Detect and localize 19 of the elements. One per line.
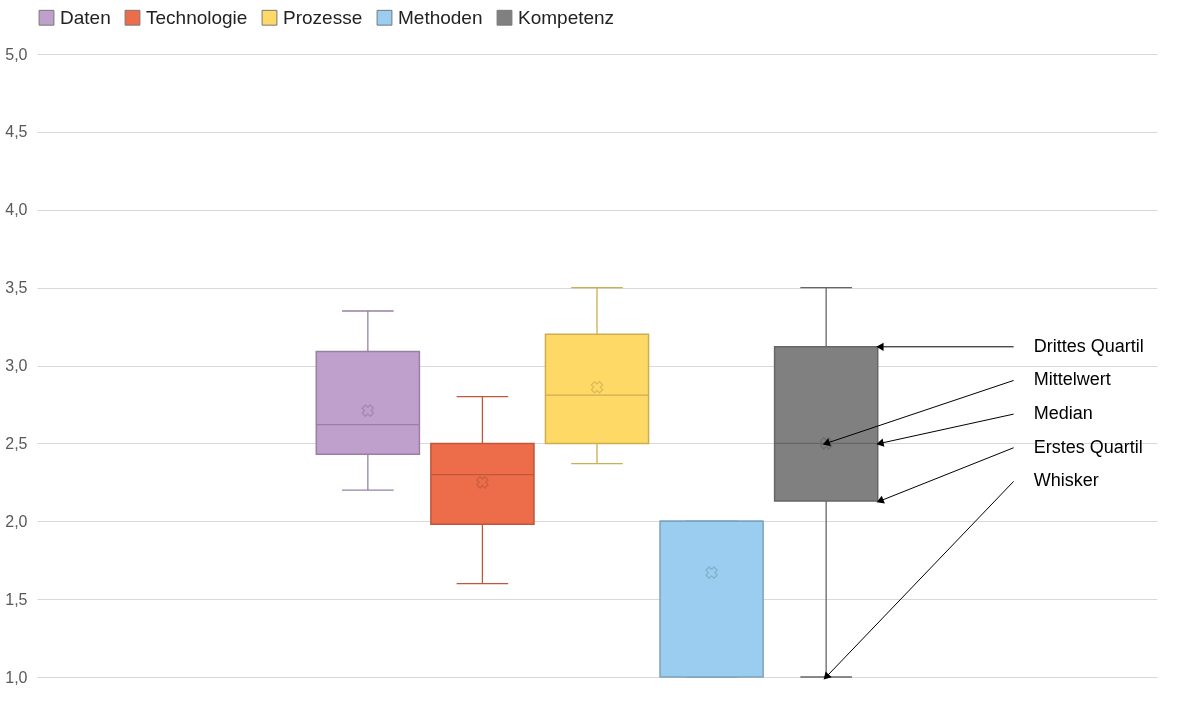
y-tick-label: 4,5 [5,123,28,141]
y-tick-label: 2,0 [5,512,28,530]
annotation: Mittelwert [1033,369,1111,390]
annotation: Erstes Quartil [1033,436,1143,457]
y-tick-label: 3,5 [5,279,28,297]
annotation: Drittes Quartil [1033,335,1144,356]
y-tick-label: 1,0 [5,668,28,686]
annotation: Median [1033,403,1093,424]
y-tick-label: 3,0 [5,357,28,374]
annotation: Whisker [1033,470,1099,491]
legend-label: Technologie [146,6,248,28]
legend-label: Methoden [398,6,483,28]
y-tick-label: 2,5 [5,434,28,452]
legend-label: Daten [60,6,111,28]
legend-label: Kompetenz [518,6,615,28]
y-tick-label: 5,0 [5,45,28,63]
y-tick-label: 4,0 [5,201,28,219]
y-tick-label: 1,5 [5,590,28,608]
legend-label: Prozesse [283,6,363,28]
